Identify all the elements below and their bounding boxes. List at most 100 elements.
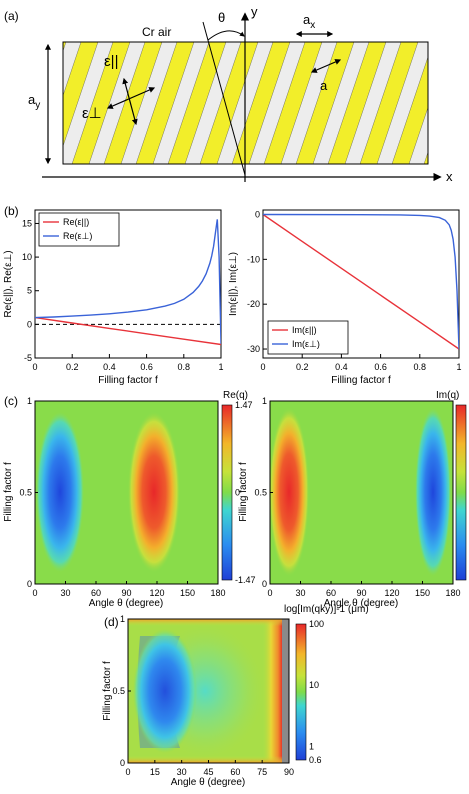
x-tick-label: 0.2	[66, 362, 79, 372]
x-tick-label: 1	[218, 362, 223, 372]
y-tick-label: 15	[22, 218, 32, 228]
x-axis-title: Filling factor f	[98, 375, 158, 386]
y-tick-label: -30	[247, 344, 260, 354]
x-tick-label: 30	[295, 588, 305, 598]
cr-stripe	[327, 42, 387, 164]
x-tick-label: 0.8	[178, 362, 191, 372]
cr-stripe	[231, 42, 291, 164]
y-tick-label: 0	[255, 209, 260, 219]
x-tick-label: 0.6	[374, 362, 387, 372]
ax-label: ax	[303, 12, 315, 31]
x-tick-label: 0.2	[296, 362, 309, 372]
y-tick-label: 1	[27, 396, 32, 406]
x-axis-title: Angle θ (degree)	[89, 598, 164, 609]
x-tick-label: 150	[415, 588, 430, 598]
x-axis-title: Angle θ (degree)	[171, 777, 246, 788]
series-line-blue	[35, 219, 221, 344]
x-axis-title: Angle θ (degree)	[324, 598, 399, 609]
a-arrow	[310, 59, 342, 73]
y-tick-label: 0.5	[254, 488, 267, 498]
plot-frame	[34, 209, 222, 359]
heatmap-min-region	[415, 408, 451, 576]
y-tick-label: -10	[247, 254, 260, 264]
colorbar-tick-label: 100	[309, 619, 324, 629]
heatmap-c-left: 0 30 60 90 120 150 180 0 0.5 1 1.47 0 -1.47 Re(q) A…	[3, 390, 256, 609]
colorbar-tick-label: 10	[309, 680, 319, 690]
series-line-red	[35, 316, 221, 346]
x-tick-label: 30	[60, 588, 70, 598]
heatmap-max-region	[269, 408, 309, 576]
cr-stripe	[359, 42, 419, 164]
heatmap-min-region	[36, 412, 84, 572]
chart-b-right: 0 0.2 0.4 0.6 0.8 1 0 -10 -20 -30 Im(ε||) Im(ε⊥) F…	[228, 209, 462, 386]
y-tick-label: 0	[120, 758, 125, 768]
legend-entry: Im(ε⊥)	[292, 339, 320, 349]
series-line-red	[263, 213, 459, 350]
cr-stripe	[63, 42, 67, 52]
x-tick-label: 120	[149, 588, 164, 598]
series-line-blue	[263, 213, 459, 350]
x-tick-label: 90	[284, 767, 294, 777]
x-tick-label: 120	[384, 588, 399, 598]
x-tick-label: 75	[257, 767, 267, 777]
x-tick-label: 15	[150, 767, 160, 777]
x-tick-label: 0	[125, 767, 130, 777]
x-tick-label: 0	[267, 588, 272, 598]
x-tick-label: 0.6	[140, 362, 153, 372]
y-axis-title: Filling factor f	[3, 462, 14, 522]
cr-stripe	[263, 42, 323, 164]
x-tick-label: 90	[121, 588, 131, 598]
x-tick-label: 90	[356, 588, 366, 598]
cr-stripe	[456, 42, 469, 164]
legend-entry: Re(ε||)	[63, 217, 89, 227]
cr-stripe	[199, 42, 259, 164]
y-tick-label: 0	[27, 579, 32, 589]
x-axis-title: Filling factor f	[331, 375, 391, 386]
colorbar	[295, 623, 307, 761]
colorbar-tick-label: 1	[309, 741, 314, 751]
y-axis-title: Filling factor f	[238, 462, 249, 522]
panel-b-label: (b)	[4, 204, 19, 218]
y-tick-label: 0	[262, 579, 267, 589]
theta-arc	[207, 30, 245, 41]
y-tick-label: -5	[24, 353, 32, 363]
colorbar-tick-label: 1.47	[235, 400, 253, 410]
theta-label: θ	[218, 10, 225, 25]
x-tick-label: 180	[445, 588, 460, 598]
stripe-grating	[63, 42, 469, 164]
heatmap-min-region	[133, 629, 197, 753]
panel-a-label: (a)	[4, 9, 19, 23]
plot-frame	[262, 209, 460, 359]
material-labels: Cr air	[142, 25, 171, 39]
x-tick-label: 0.4	[335, 362, 348, 372]
heatmap-max-region	[128, 412, 180, 572]
x-tick-label: 60	[326, 588, 336, 598]
x-tick-label: 150	[180, 588, 195, 598]
y-tick-label: 0.5	[112, 686, 125, 696]
legend-entry: Re(ε⊥)	[63, 231, 92, 241]
y-tick-label: 10	[22, 252, 32, 262]
eps-par-label: ε||	[104, 53, 118, 70]
x-tick-label: 60	[230, 767, 240, 777]
stripe-direction-line	[202, 21, 246, 176]
colorbar-tick-label: 0	[235, 488, 240, 498]
y-axis-title: Im(ε||), Im(ε⊥)	[228, 252, 239, 316]
y-tick-label: -20	[247, 299, 260, 309]
eps-perp-label: ε⊥	[82, 105, 102, 122]
ay-label: ay	[28, 92, 40, 111]
a-label: a	[320, 78, 328, 93]
cr-stripe	[135, 42, 195, 164]
x-tick-label: 0.4	[103, 362, 116, 372]
legend-box	[267, 320, 349, 355]
legend-box	[38, 212, 120, 247]
colorbar	[455, 404, 467, 581]
colorbar-title: log[Im(qky)]-1 (μm)	[284, 604, 369, 615]
cr-stripe	[423, 151, 428, 164]
y-tick-label: 0	[27, 319, 32, 329]
y-tick-label: 1	[120, 614, 125, 624]
colorbar-title: Re(q)	[223, 390, 248, 401]
colorbar-tick-label: 0.6	[309, 755, 322, 765]
